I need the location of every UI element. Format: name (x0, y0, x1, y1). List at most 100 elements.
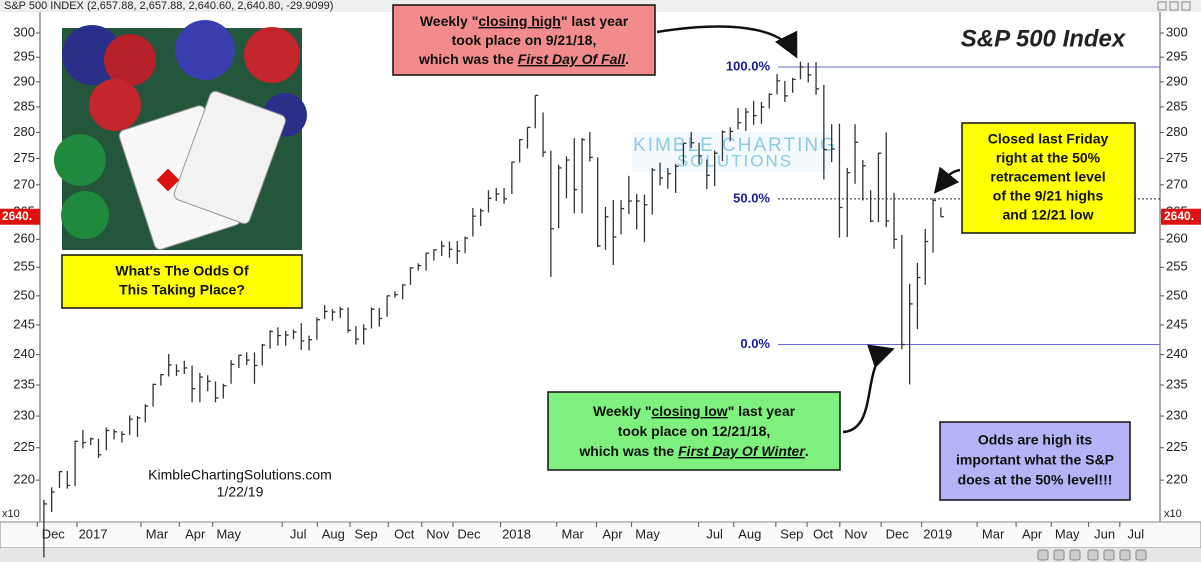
x-tick-label: Nov (426, 526, 450, 541)
low-note-text: which was the First Day Of Winter. (578, 443, 808, 459)
x-tick-label: Mar (562, 526, 585, 541)
text-part: " last year (728, 403, 796, 419)
window-button[interactable] (1169, 1, 1179, 11)
x-tick-label: Mar (982, 526, 1005, 541)
high-note-box (392, 4, 656, 76)
y-tick-label: 260 (1166, 231, 1188, 246)
x-tick-label: Jul (1128, 526, 1145, 541)
y-tick-label: 285 (13, 98, 35, 113)
text-part: took place on 9/21/18, (452, 32, 597, 48)
high-note-text: which was the First Day Of Fall. (418, 51, 629, 67)
x-tick-label: Jul (290, 526, 307, 541)
credit-text: 1/22/19 (217, 484, 264, 500)
y-tick-label: 245 (1166, 316, 1188, 331)
note-text: does at the 50% level!!! (958, 472, 1113, 488)
chip (61, 191, 109, 239)
text-part: closing low (651, 403, 727, 419)
y-tick-label: 245 (13, 316, 35, 331)
y-tick-label: 225 (1166, 439, 1188, 454)
note-text: right at the 50% (996, 150, 1101, 166)
y-tick-label: 295 (13, 49, 35, 64)
note-text: of the 9/21 highs (993, 188, 1104, 204)
toolbar-button[interactable] (1069, 549, 1081, 561)
x-tick-label: May (216, 526, 241, 541)
x-tick-label: Aug (738, 526, 761, 541)
x-tick-label: Jul (706, 526, 723, 541)
watermark: KIMBLE CHARTING SOLUTIONS (632, 132, 835, 172)
note-text: Closed last Friday (988, 131, 1109, 147)
plot: 100.0% 50.0% 0.0% (43, 58, 1160, 558)
caption-text: What's The Odds Of (115, 263, 249, 279)
toolbar-button[interactable] (1053, 549, 1065, 561)
header-text: S&P 500 INDEX (2,657.88, 2,657.88, 2,640… (4, 0, 333, 12)
last-price-box (0, 208, 40, 225)
friday-note-box (961, 122, 1136, 234)
y-tick-label: 250 (13, 287, 35, 302)
y-tick-label: 230 (1166, 407, 1188, 422)
low-note-text: Weekly "closing low" last year (593, 403, 796, 419)
x-tick-label: May (635, 526, 660, 541)
y-tick-label: 220 (13, 472, 35, 487)
toolbar-button[interactable] (1037, 549, 1049, 561)
x-tick-label: Dec (886, 526, 910, 541)
y-tick-label: 240 (13, 346, 35, 361)
axis-multiplier: x10 (1164, 508, 1182, 520)
window-button[interactable] (1181, 1, 1191, 11)
toolbar-buttons (1037, 549, 1147, 561)
y-tick-label: 220 (1166, 472, 1188, 487)
x-tick-label: Oct (394, 526, 415, 541)
text-part: . (805, 443, 809, 459)
y-tick-label: 300 (13, 24, 35, 39)
x-tick-label: Oct (813, 526, 834, 541)
toolbar-button[interactable] (1087, 549, 1099, 561)
card (173, 90, 286, 224)
fib-label: 50.0% (733, 190, 770, 205)
text-part: . (625, 51, 629, 67)
last-price-label: 2640. (2, 209, 32, 223)
caption-box (61, 254, 303, 309)
toolbar-button[interactable] (1119, 549, 1131, 561)
x-tick-label: Apr (1022, 526, 1043, 541)
y-tick-label: 280 (1166, 124, 1188, 139)
friday-note: Closed last Friday right at the 50% retrac… (988, 131, 1109, 223)
window-button[interactable] (1157, 1, 1167, 11)
y-tick-label: 285 (1166, 98, 1188, 113)
note-text: important what the S&P (956, 452, 1114, 468)
chip (54, 134, 106, 186)
chip (104, 34, 156, 86)
y-tick-label: 235 (1166, 376, 1188, 391)
text-part: which was the (418, 51, 518, 67)
caption-text: This Taking Place? (119, 282, 245, 298)
y-tick-label: 290 (13, 73, 35, 88)
x-tick-label: Apr (602, 526, 623, 541)
text-part: Weekly " (420, 13, 479, 29)
chip (244, 27, 300, 83)
y-tick-label: 255 (1166, 259, 1188, 274)
toolbar-button[interactable] (1135, 549, 1147, 561)
high-note-text: took place on 9/21/18, (452, 32, 597, 48)
y-tick-label: 300 (1166, 24, 1188, 39)
y-tick-label: 295 (1166, 49, 1188, 64)
x-tick-label: 2017 (79, 526, 108, 541)
y-tick-label: 240 (1166, 346, 1188, 361)
y-tick-label: 225 (13, 439, 35, 454)
text-part: First Day Of Fall (518, 51, 626, 67)
x-tick-label: 2019 (923, 526, 952, 541)
x-tick-label: Jun (1094, 526, 1115, 541)
text-part: " last year (561, 13, 629, 29)
toolbar-button[interactable] (1103, 549, 1115, 561)
chip (89, 79, 141, 131)
axis-multiplier: x10 (2, 508, 20, 520)
x-tick-label: Aug (322, 526, 345, 541)
chart-title: S&P 500 Index (961, 25, 1127, 52)
low-note-text: took place on 12/21/18, (618, 423, 771, 439)
fib-label: 100.0% (726, 58, 771, 73)
x-tick-label: Mar (146, 526, 169, 541)
x-tick-label: Dec (42, 526, 66, 541)
y-tick-label: 270 (13, 176, 35, 191)
y-tick-label: 275 (1166, 150, 1188, 165)
y-tick-label: 275 (13, 150, 35, 165)
last-price-label: 2640. (1164, 209, 1194, 223)
text-part: took place on 12/21/18, (618, 423, 771, 439)
